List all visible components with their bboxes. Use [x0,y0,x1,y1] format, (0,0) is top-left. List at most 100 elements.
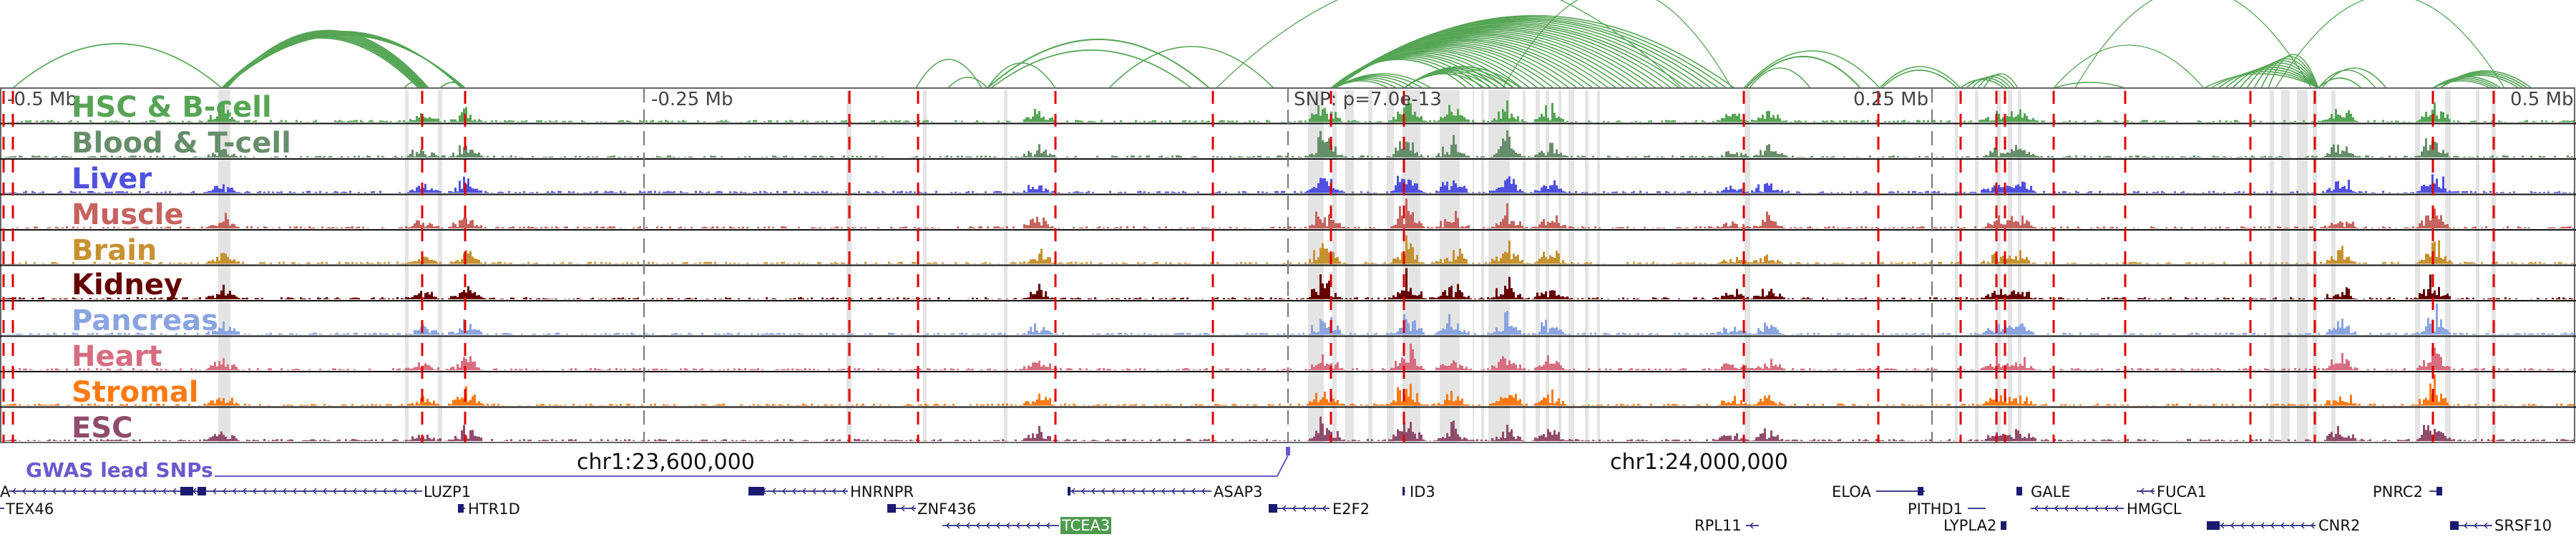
highlight-band [438,90,442,442]
strand-arrow [2280,522,2285,529]
gene-exon [1918,487,1923,495]
highlight-band [1332,90,1337,442]
interaction-arc [226,29,429,89]
strand-arrow [323,488,327,495]
strand-arrow [263,488,267,495]
interaction-arc [1334,73,1432,89]
strand-arrow [792,488,796,495]
strand-arrow [273,488,277,495]
strand-arrow [2311,522,2315,529]
interaction-arc [1983,73,2019,89]
gwas-snp-connector [215,455,1289,477]
gwas-track-label: GWAS lead SNPs [26,458,213,482]
highlight-band [1996,90,2001,442]
strand-arrow [822,488,826,495]
highlight-band [1955,90,1958,442]
highlight-band [2492,90,2496,442]
strand-arrow [32,488,36,495]
gene-label-tcea3[interactable]: TCEA3 [1060,517,1112,534]
gene-exon [458,504,464,513]
interaction-arc [947,77,988,89]
interaction-arc [2268,54,2319,89]
coordinate-label-right: chr1:24,000,000 [1610,450,1788,475]
gene-exon [2016,487,2022,495]
gene-label-gale[interactable]: GALE [2031,483,2071,500]
strand-arrow [403,488,407,495]
strand-arrow [393,488,397,495]
gene-label-rpl11[interactable]: RPL11 [1694,517,1742,534]
strand-arrow [842,488,847,495]
gene-label-znf436[interactable]: ZNF436 [917,500,977,518]
interaction-arc [12,43,223,89]
strand-arrow [2301,522,2305,529]
strand-arrow [2094,505,2099,512]
highlight-band [1523,90,1526,442]
gene-label-asap3[interactable]: ASAP3 [1214,483,1263,500]
interaction-arc [2318,69,2376,89]
gene-label-hmgcl[interactable]: HMGCL [2127,500,2182,518]
interaction-arcs-layer [12,0,2532,89]
gene-label-lypla2[interactable]: LYPLA2 [1943,517,1997,534]
gene-label-hnrnpr[interactable]: HNRNPR [850,483,914,500]
strand-arrow [772,488,776,495]
gene-label-srsf10[interactable]: SRSF10 [2494,517,2552,534]
track-frames-layer [0,87,2576,443]
gene-exon [1269,504,1277,513]
strand-arrow [1101,488,1106,495]
gene-exon [1402,487,1405,495]
gene-label-cnr2[interactable]: CNR2 [2318,517,2361,534]
strand-arrow [1036,522,1040,529]
strand-arrow [2464,522,2468,529]
gene-label-pithd1[interactable]: PITHD1 [1908,500,1963,518]
strand-arrow [2084,505,2089,512]
strand-arrow [1091,488,1096,495]
strand-arrow [1111,488,1116,495]
strand-arrow [1191,488,1196,495]
interaction-arc [987,39,1210,89]
highlight-band [2313,90,2317,442]
gene-label-luzp1[interactable]: LUZP1 [424,483,472,500]
strand-arrow [2044,505,2049,512]
strand-arrow [832,488,836,495]
interaction-arc [1879,66,1961,89]
highlight-band [2281,90,2290,442]
track-label-esc: ESC [72,412,133,445]
gene-label-htr1d[interactable]: HTR1D [468,500,520,518]
strand-arrow [1026,522,1030,529]
strand-arrow [22,488,26,495]
interaction-arc [2275,0,2505,89]
gene-label-pnrc2[interactable]: PNRC2 [2373,483,2423,500]
strand-arrow [911,505,915,512]
strand-arrow [2230,522,2235,529]
strand-arrow [812,488,816,495]
highlight-band [923,90,927,442]
strand-arrow [1081,488,1085,495]
strand-arrow [2104,505,2109,512]
strand-arrow [42,488,47,495]
strand-arrow [213,488,217,495]
gene-label-eloa[interactable]: ELOA [1832,483,1871,500]
interaction-arc [2260,56,2319,89]
gene-label-a[interactable]: A [0,483,11,500]
gene-label-e2f2[interactable]: E2F2 [1332,500,1370,518]
highlight-band [1345,90,1354,442]
strand-arrow [2220,522,2225,529]
highlight-band [1473,90,1474,442]
red-marker-lines-layer [2,91,2495,442]
gene-exon [2436,487,2442,495]
interaction-arc [223,31,462,89]
strand-arrow [1750,522,1754,529]
strand-arrow [2474,522,2478,529]
gene-label-tex46[interactable]: TEX46 [6,500,54,518]
highlight-band [1536,90,1540,442]
strand-arrow [986,522,990,529]
strand-arrow [102,488,107,495]
axis-label-right: 0.5 Mb [2510,89,2574,110]
interaction-arc [2321,67,2387,89]
gene-label-id3[interactable]: ID3 [1410,483,1435,500]
strand-arrow [2074,505,2079,512]
strand-arrow [1046,522,1050,529]
gene-label-fuca1[interactable]: FUCA1 [2157,483,2207,500]
strand-arrow [2260,522,2265,529]
